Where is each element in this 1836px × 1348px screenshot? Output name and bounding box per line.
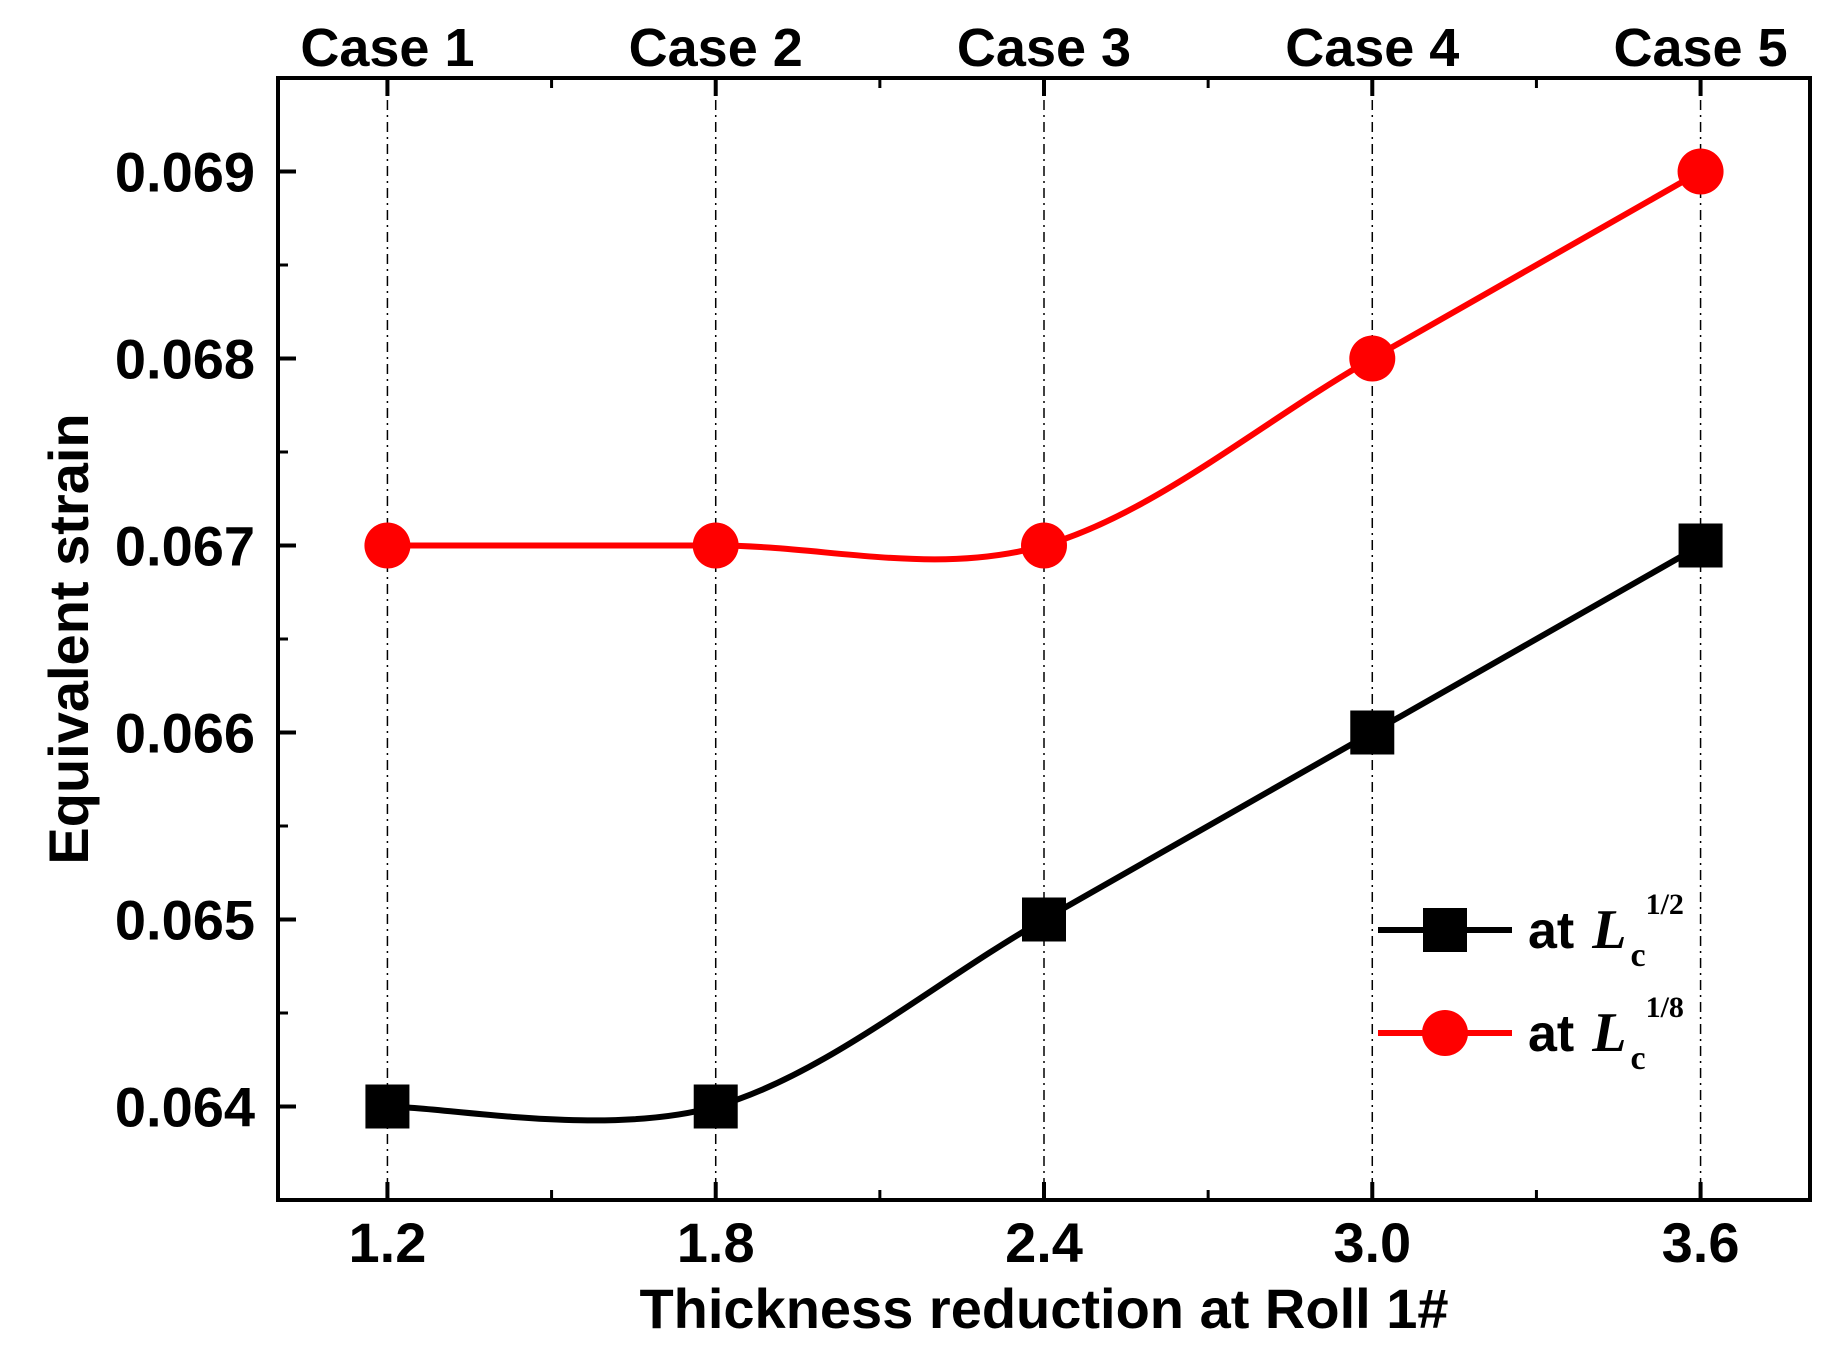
case-label: Case 5 (1614, 18, 1788, 78)
legend-item-lc-eighth: at L c 1/8 (1378, 991, 1684, 1077)
tick-labels: 1.2 Case 1 1.8 Case 2 2.4 Case 3 3.0 Case 4 3.6 C… (115, 18, 1788, 1274)
data-point-square (1022, 897, 1066, 942)
case-label: Case 4 (1285, 18, 1459, 78)
x-tick-label: 3.0 (1333, 1211, 1411, 1274)
legend-sup-2: 1/8 (1646, 991, 1684, 1024)
legend-sub-1: c (1630, 937, 1645, 974)
y-tick-label: 0.066 (115, 702, 255, 765)
y-tick-label: 0.068 (115, 328, 255, 391)
x-tick-label: 2.4 (1005, 1211, 1083, 1274)
case-label: Case 2 (629, 18, 803, 78)
legend-sup-1: 1/2 (1646, 888, 1684, 921)
y-axis-title: Equivalent strain (37, 413, 100, 864)
data-point-square (1350, 710, 1395, 755)
major-ticks (278, 78, 1703, 1200)
case-label: Case 1 (300, 18, 474, 78)
case-label: Case 3 (957, 18, 1131, 78)
data-point-square (693, 1084, 738, 1129)
legend-item-lc-half: at L c 1/2 (1378, 888, 1684, 974)
legend-marker-square (1423, 908, 1467, 952)
legend-L-1: L (1591, 899, 1626, 961)
data-point-circle (1677, 148, 1724, 195)
series-2 (364, 148, 1724, 569)
y-tick-label: 0.067 (115, 515, 255, 578)
y-tick-label: 0.064 (115, 1076, 255, 1139)
legend-sub-2: c (1630, 1040, 1645, 1077)
legend: at L c 1/2 at L c 1/8 (1378, 888, 1684, 1077)
legend-marker-circle (1422, 1010, 1468, 1056)
data-point-square (1678, 523, 1723, 568)
y-tick-label: 0.065 (115, 889, 255, 952)
data-point-circle (1349, 335, 1396, 382)
data-point-circle (692, 522, 739, 569)
legend-label-lc-half: at L c 1/2 (1528, 888, 1684, 974)
x-tick-label: 1.8 (677, 1211, 755, 1274)
y-tick-label: 0.069 (115, 141, 255, 204)
series-1 (365, 523, 1723, 1129)
minor-ticks (278, 78, 1538, 1200)
legend-label-lc-eighth: at L c 1/8 (1528, 991, 1684, 1077)
data-point-circle (364, 522, 411, 569)
legend-at-1: at (1528, 902, 1574, 960)
x-tick-label: 1.2 (348, 1211, 426, 1274)
x-axis-title: Thickness reduction at Roll 1# (639, 1277, 1448, 1340)
series-layer (364, 148, 1724, 1129)
legend-L-2: L (1591, 1002, 1626, 1064)
x-tick-label: 3.6 (1662, 1211, 1740, 1274)
data-point-circle (1021, 522, 1067, 569)
legend-at-2: at (1528, 1005, 1574, 1063)
data-point-square (365, 1084, 410, 1129)
